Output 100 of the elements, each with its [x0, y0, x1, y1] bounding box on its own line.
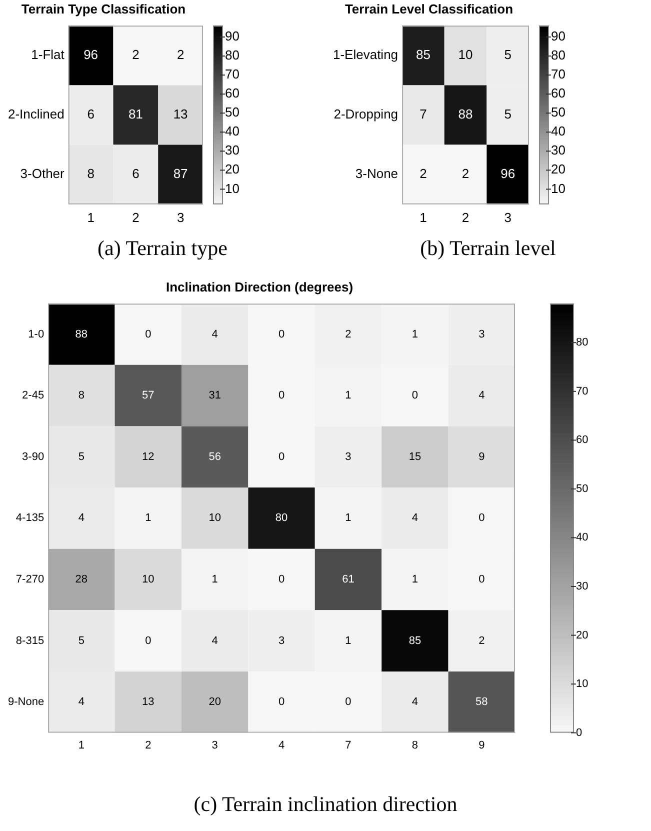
- x-tick-label: 1: [420, 210, 427, 225]
- data-label: 4: [478, 390, 485, 402]
- color-bar-label: 40: [551, 124, 566, 139]
- chart-title: Inclination Direction (degrees): [166, 279, 354, 294]
- color-bar-label: 60: [576, 434, 588, 446]
- data-label: 0: [145, 634, 152, 647]
- color-bar-label: 80: [225, 48, 240, 63]
- color-bar-label: 60: [225, 86, 240, 101]
- data-label: 5: [78, 450, 84, 463]
- data-label: 85: [416, 46, 430, 62]
- data-label: 61: [342, 574, 354, 586]
- y-tick-label: 2-Dropping: [334, 106, 398, 122]
- data-label: 4: [78, 512, 84, 524]
- data-label: 0: [145, 328, 152, 340]
- text: (b) Terrain level: [419, 236, 557, 261]
- data-label: 3: [478, 328, 485, 340]
- data-label: 31: [208, 390, 221, 402]
- data-label: 15: [408, 450, 422, 463]
- data-label: 2: [132, 46, 140, 62]
- chart-title: Terrain Level Classification: [344, 1, 514, 16]
- data-label: 56: [208, 450, 221, 463]
- data-label: 4: [78, 696, 84, 708]
- data-label: 0: [478, 512, 485, 524]
- data-label: 20: [208, 696, 221, 708]
- color-bar-label: 60: [551, 86, 566, 101]
- data-label: 85: [408, 634, 422, 647]
- color-bar-label: 50: [225, 104, 240, 120]
- data-label: 2: [345, 328, 352, 340]
- color-bar-label: 70: [576, 385, 588, 398]
- data-label: 0: [278, 390, 285, 402]
- data-label: 1: [345, 512, 352, 524]
- data-label: 4: [212, 634, 218, 647]
- data-label: 88: [458, 106, 473, 122]
- color-bar-label: 50: [576, 482, 588, 495]
- color-bar-label: 70: [225, 66, 240, 82]
- color-bar-label: 30: [225, 142, 240, 158]
- color-bar-label: 80: [576, 336, 588, 349]
- data-label: 2: [478, 634, 485, 647]
- data-label: 7: [420, 106, 427, 122]
- data-label: 13: [142, 696, 154, 708]
- x-tick-label: 3: [212, 739, 218, 752]
- color-bar-label: 70: [551, 66, 566, 82]
- data-label: 1: [345, 390, 352, 402]
- color-bar-label: 10: [551, 180, 566, 196]
- y-tick-label: 1-0: [28, 328, 44, 340]
- data-label: 0: [278, 450, 285, 463]
- data-label: 4: [412, 512, 418, 524]
- data-label: 2: [462, 166, 470, 182]
- data-label: 3: [278, 634, 285, 647]
- data-label: 1: [412, 328, 418, 340]
- data-label: 2: [176, 46, 184, 62]
- data-label: 0: [412, 390, 418, 402]
- data-label: 3: [345, 450, 352, 463]
- data-label: 10: [142, 574, 154, 586]
- x-tick-label: 8: [412, 739, 418, 752]
- color-bar-label: 30: [551, 142, 566, 158]
- data-label: 80: [275, 512, 288, 524]
- data-label: 6: [132, 166, 140, 182]
- data-label: 1: [345, 634, 352, 647]
- data-label: 10: [208, 512, 221, 524]
- data-label: 1: [212, 574, 218, 586]
- y-tick-label: 1-Elevating: [332, 46, 398, 62]
- x-tick-label: 9: [478, 739, 485, 752]
- color-bar-label: 20: [576, 629, 588, 642]
- data-label: 1: [145, 512, 152, 524]
- y-tick-label: 3-Other: [20, 166, 66, 182]
- x-tick-label: 1: [78, 739, 84, 752]
- color-bar-label: 10: [225, 180, 240, 196]
- y-tick-label: 3-90: [22, 450, 44, 463]
- data-label: 96: [84, 46, 98, 62]
- data-label: 81: [128, 106, 143, 122]
- data-label: 87: [173, 166, 188, 182]
- data-label: 88: [75, 328, 88, 340]
- x-tick-label: 7: [345, 739, 352, 752]
- x-tick-label: 2: [145, 739, 152, 752]
- data-label: 4: [412, 696, 418, 708]
- x-tick-label: 3: [176, 210, 184, 225]
- color-bar-label: 40: [576, 532, 588, 544]
- data-label: 10: [458, 46, 473, 62]
- text: (a) Terrain type: [96, 236, 228, 261]
- data-label: 2: [420, 166, 427, 182]
- y-tick-label: 4-135: [16, 512, 44, 524]
- data-label: 0: [278, 574, 285, 586]
- data-label: 8: [87, 166, 94, 182]
- x-tick-label: 2: [132, 210, 140, 225]
- data-label: 0: [278, 696, 285, 708]
- y-tick-label: 7-270: [16, 574, 44, 586]
- color-bar-label: 10: [576, 678, 588, 690]
- color-bar-label: 0: [576, 726, 582, 739]
- x-tick-label: 2: [462, 210, 470, 225]
- data-label: 9: [478, 450, 485, 463]
- x-tick-label: 3: [504, 210, 512, 225]
- color-bar-label: 30: [576, 580, 588, 593]
- data-label: 58: [476, 696, 488, 708]
- data-label: 5: [78, 634, 84, 647]
- data-label: 0: [278, 328, 285, 340]
- data-label: 0: [345, 696, 352, 708]
- data-label: 5: [504, 106, 512, 122]
- color-bar-label: 20: [225, 162, 240, 177]
- x-tick-label: 4: [278, 739, 285, 752]
